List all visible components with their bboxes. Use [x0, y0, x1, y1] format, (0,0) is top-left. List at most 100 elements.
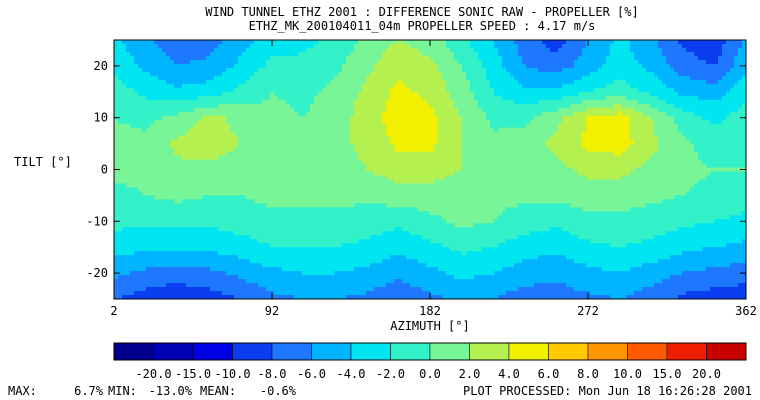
heatmap-cell [322, 135, 327, 141]
heatmap-cell [150, 67, 155, 73]
heatmap-cell [490, 103, 495, 109]
heatmap-cell [186, 159, 191, 165]
heatmap-cell [718, 135, 723, 141]
heatmap-cell [262, 75, 267, 81]
heatmap-cell [554, 115, 559, 121]
heatmap-cell [374, 103, 379, 109]
heatmap-cell [174, 55, 179, 61]
heatmap-cell [510, 103, 515, 109]
heatmap-cell [282, 99, 287, 105]
heatmap-cell [550, 139, 555, 145]
heatmap-cell [338, 139, 343, 145]
heatmap-cell [326, 87, 331, 93]
heatmap-cell [122, 59, 127, 65]
heatmap-cell [490, 63, 495, 69]
heatmap-cell [266, 59, 271, 65]
heatmap-cell [590, 151, 595, 157]
heatmap-cell [406, 75, 411, 81]
heatmap-cell [698, 123, 703, 129]
heatmap-cell [594, 139, 599, 145]
heatmap-cell [334, 143, 339, 149]
heatmap-cell [470, 155, 475, 161]
heatmap-cell [514, 67, 519, 73]
heatmap-cell [458, 135, 463, 141]
heatmap-cell [290, 143, 295, 149]
heatmap-cell [594, 75, 599, 81]
heatmap-cell [130, 71, 135, 77]
heatmap-cell [654, 59, 659, 65]
heatmap-cell [522, 91, 527, 97]
heatmap-cell [274, 79, 279, 85]
heatmap-cell [214, 163, 219, 169]
heatmap-cell [690, 151, 695, 157]
heatmap-cell [306, 91, 311, 97]
heatmap-cell [662, 95, 667, 101]
heatmap-cell [274, 59, 279, 65]
heatmap-cell [502, 103, 507, 109]
heatmap-cell [506, 119, 511, 125]
heatmap-cell [546, 63, 551, 69]
heatmap-cell [522, 95, 527, 101]
heatmap-cell [426, 163, 431, 169]
heatmap-cell [226, 159, 231, 165]
heatmap-cell [462, 63, 467, 69]
heatmap-cell [346, 151, 351, 157]
heatmap-cell [230, 111, 235, 117]
heatmap-cell [566, 63, 571, 69]
heatmap-cell [438, 55, 443, 61]
heatmap-cell [538, 51, 543, 57]
heatmap-cell [386, 83, 391, 89]
heatmap-cell [422, 71, 427, 77]
heatmap-cell [174, 107, 179, 113]
heatmap-cell [306, 147, 311, 153]
heatmap-cell [658, 95, 663, 101]
heatmap-cell [318, 119, 323, 125]
heatmap-cell [338, 71, 343, 77]
heatmap-cell [470, 71, 475, 77]
heatmap-cell [478, 51, 483, 57]
heatmap-cell [718, 147, 723, 153]
heatmap-cell [314, 143, 319, 149]
heatmap-cell [598, 115, 603, 121]
heatmap-cell [274, 163, 279, 169]
heatmap-cell [442, 87, 447, 93]
heatmap-cell [530, 107, 535, 113]
heatmap-cell [310, 63, 315, 69]
heatmap-cell [570, 107, 575, 113]
heatmap-cell [450, 127, 455, 133]
heatmap-cell [622, 139, 627, 145]
heatmap-cell [210, 135, 215, 141]
heatmap-cell [294, 139, 299, 145]
heatmap-cell [202, 135, 207, 141]
heatmap-cell [474, 67, 479, 73]
heatmap-cell [334, 147, 339, 153]
heatmap-cell [254, 123, 259, 129]
heatmap-cell [246, 40, 251, 45]
heatmap-cell [162, 59, 167, 65]
heatmap-cell [198, 159, 203, 165]
heatmap-cell [114, 111, 119, 117]
heatmap-cell [118, 79, 123, 85]
heatmap-cell [574, 91, 579, 97]
heatmap-cell [302, 151, 307, 157]
heatmap-cell [346, 155, 351, 161]
heatmap-cell [486, 91, 491, 97]
heatmap-cell [522, 119, 527, 125]
heatmap-cell [502, 43, 507, 49]
heatmap-cell [278, 159, 283, 165]
heatmap-cell [462, 143, 467, 149]
heatmap-cell [190, 163, 195, 169]
heatmap-cell [358, 79, 363, 85]
heatmap-cell [234, 95, 239, 101]
heatmap-cell [210, 79, 215, 85]
heatmap-cell [514, 40, 519, 45]
heatmap-cell [666, 99, 671, 105]
heatmap-cell [258, 131, 263, 137]
heatmap-cell [418, 159, 423, 165]
heatmap-cell [266, 119, 271, 125]
heatmap-cell [478, 43, 483, 49]
heatmap-cell [198, 107, 203, 113]
heatmap-cell [718, 95, 723, 101]
heatmap-cell [382, 87, 387, 93]
heatmap-cell [486, 123, 491, 129]
